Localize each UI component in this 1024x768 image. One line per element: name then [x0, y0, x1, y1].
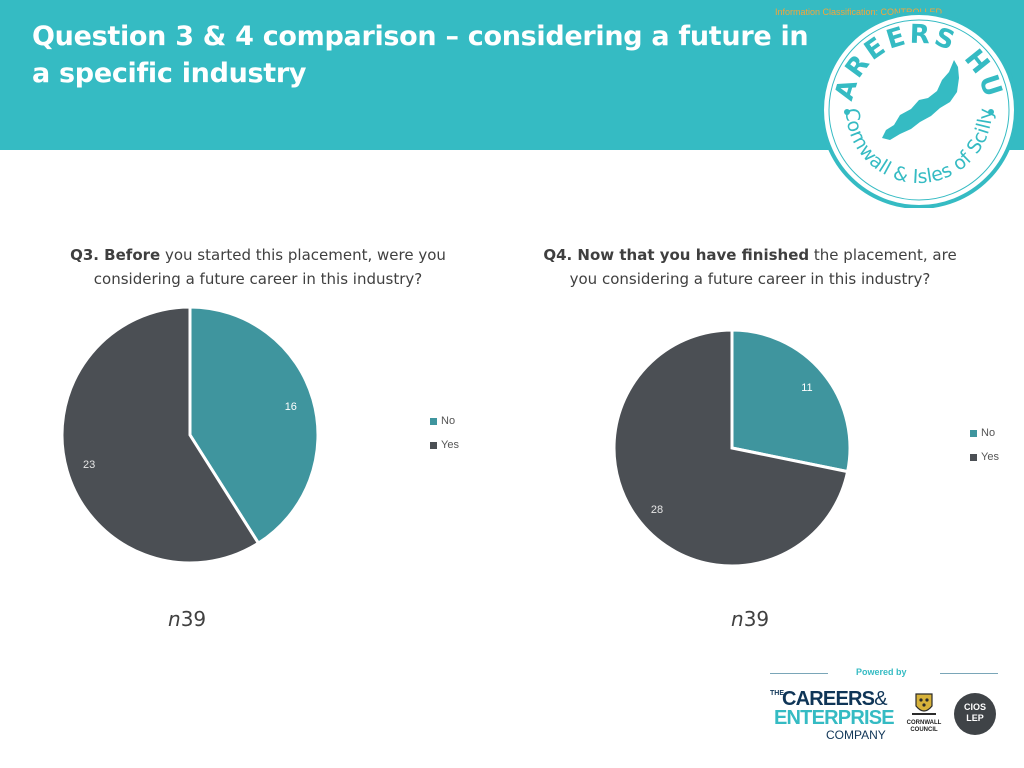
q3-chart-title: Q3. Before you started this placement, w… [48, 243, 468, 291]
q3-n-value: 39 [180, 607, 207, 631]
q3-data-label-yes: 23 [83, 459, 95, 471]
powered-divider-right [940, 673, 998, 674]
powered-divider-left [770, 673, 828, 674]
q4-sample-size: n39 [731, 607, 769, 631]
q4-n-value: 39 [743, 607, 770, 631]
q4-legend: No Yes [970, 421, 999, 469]
q4-title-rest: the placement, are you considering a fut… [569, 246, 957, 288]
legend-swatch-no [970, 429, 977, 437]
q4-n-prefix: n [731, 607, 744, 631]
q3-title-rest: you started this placement, were you con… [93, 246, 446, 288]
powered-by-row: Powered by [768, 664, 998, 684]
q4-legend-label-no: No [981, 427, 996, 439]
careers-enterprise-company-logo: THE CAREERS& ENTERPRISE COMPANY [770, 686, 896, 758]
q4-legend-item-yes: Yes [970, 445, 999, 469]
careers-hub-logo: CAREERS HUB Cornwall & Isles of Scilly [816, 12, 1018, 208]
cios-lep-logo: CIOS LEP [954, 693, 996, 735]
cec-company: COMPANY [826, 728, 886, 742]
classification-text: Information Classification: CONTROLLED [775, 7, 943, 17]
q3-data-label-no: 16 [285, 401, 297, 413]
q3-legend-label-yes: Yes [441, 439, 459, 451]
q4-data-label-no: 11 [801, 382, 812, 394]
footer-logos: Powered by THE CAREERS& ENTERPRISE COMPA… [768, 664, 1000, 764]
q4-data-label-yes: 28 [651, 504, 663, 516]
council-name: CORNWALL COUNCIL [906, 720, 942, 733]
q3-legend-item-yes: Yes [430, 433, 459, 457]
lep-text: CIOS LEP [963, 702, 986, 723]
cec-careers: CAREERS& [782, 688, 888, 710]
q3-legend-item-no: No [430, 409, 459, 433]
slide-title: Question 3 & 4 comparison – considering … [32, 21, 809, 89]
q3-slice-yes [60, 305, 261, 565]
q4-title-bold: Q4. Now that you have finished [543, 246, 810, 264]
cec-the: THE [770, 690, 784, 697]
q3-legend-label-no: No [441, 415, 456, 427]
q3-title-bold: Q3. Before [70, 246, 161, 264]
legend-swatch-yes [430, 441, 437, 449]
council-crest-icon [912, 693, 936, 715]
cornwall-council-logo: CORNWALL COUNCIL [906, 690, 942, 740]
q3-legend: No Yes [430, 409, 459, 457]
legend-swatch-yes [970, 453, 977, 461]
powered-by-text: Powered by [856, 667, 907, 677]
q4-slice-yes [612, 328, 850, 568]
q4-legend-item-no: No [970, 421, 999, 445]
q3-sample-size: n39 [168, 607, 206, 631]
cornwall-map-icon [882, 60, 959, 140]
q3-n-prefix: n [168, 607, 181, 631]
q4-legend-label-yes: Yes [981, 451, 999, 463]
q4-pie-chart: 11 28 [612, 328, 852, 568]
cec-enterprise: ENTERPRISE [774, 707, 895, 729]
classification-label: Information Classification: CONTROLLED [775, 7, 942, 17]
q4-slice-no [730, 328, 852, 474]
legend-swatch-no [430, 417, 437, 425]
q4-chart-title: Q4. Now that you have finished the place… [540, 243, 960, 291]
